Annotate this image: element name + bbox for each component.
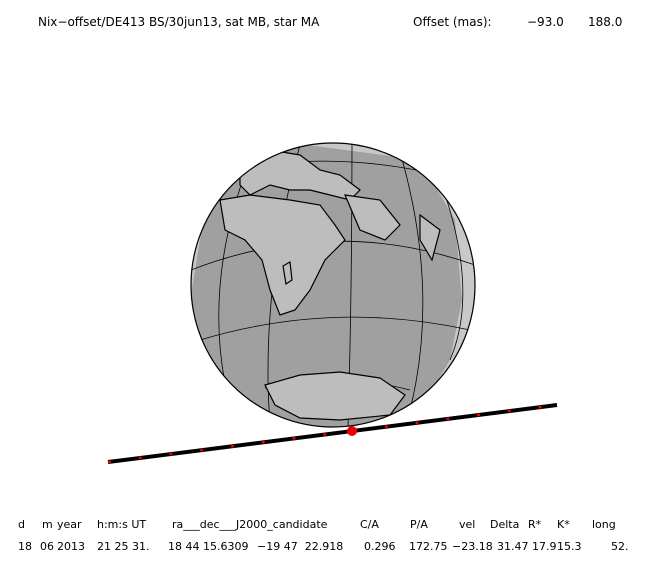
offset-label: Offset (mas): xyxy=(413,15,492,29)
table-cell: 17.9 xyxy=(532,540,557,553)
table-cell: 06 xyxy=(40,540,54,553)
table-header: vel xyxy=(459,518,475,531)
table-cell: 31.47 xyxy=(497,540,529,553)
offset-x: −93.0 xyxy=(527,15,564,29)
table-header: ra___dec___J2000_candidate xyxy=(172,518,328,531)
table-header: K* xyxy=(557,518,570,531)
table-cell: 21 25 31. xyxy=(97,540,149,553)
table-cell: 15.3 xyxy=(557,540,582,553)
globe-outline xyxy=(190,142,476,428)
occultation-track xyxy=(107,403,558,464)
table-cell: 0.296 xyxy=(364,540,396,553)
table-cell: 52. xyxy=(611,540,629,553)
table-header: Delta xyxy=(490,518,519,531)
map-title: Nix−offset/DE413 BS/30jun13, sat MB, sta… xyxy=(38,15,320,29)
closest-approach xyxy=(347,426,357,436)
table-header: R* xyxy=(528,518,542,531)
table-header: m xyxy=(42,518,53,531)
data-table: d m year h:m:s UT ra___dec___J2000_candidate… xyxy=(18,518,629,553)
table-header: d xyxy=(18,518,25,531)
table-header: P/A xyxy=(410,518,428,531)
offset-y: 188.0 xyxy=(588,15,622,29)
table-cell: −23.18 xyxy=(452,540,493,553)
table-cell: 172.75 xyxy=(409,540,448,553)
table-cell: 2013 xyxy=(57,540,85,553)
table-header: h:m:s UT xyxy=(97,518,146,531)
table-cell: −19 47 22.918 xyxy=(257,540,343,553)
table-header: long xyxy=(592,518,616,531)
continents xyxy=(219,149,441,421)
track-line xyxy=(107,403,558,464)
table-header: year xyxy=(57,518,82,531)
globe xyxy=(190,142,476,428)
table-header: C/A xyxy=(360,518,379,531)
table-cell: 18 xyxy=(18,540,32,553)
table-cell: 18 44 15.6309 xyxy=(168,540,248,553)
